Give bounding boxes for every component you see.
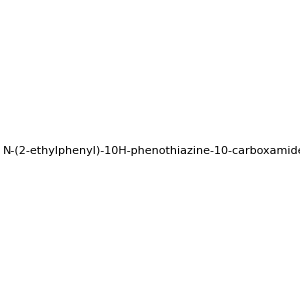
Text: N-(2-ethylphenyl)-10H-phenothiazine-10-carboxamide: N-(2-ethylphenyl)-10H-phenothiazine-10-c… — [2, 146, 300, 157]
